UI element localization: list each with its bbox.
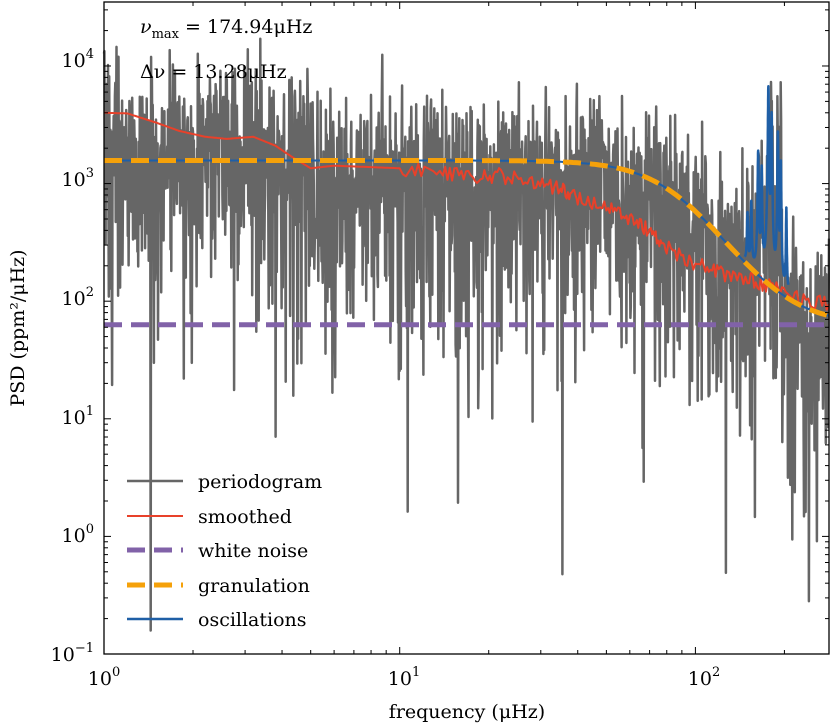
granulation-line (104, 158, 830, 319)
y-tick-base: 10 (51, 644, 75, 666)
x-tick-exponent: 1 (412, 665, 420, 680)
y-tick-label-100: 102 (62, 285, 94, 310)
annotations: νmax = 174.94μHz Δν = 13.28μHz (140, 16, 312, 83)
numax-symbol: ν (140, 16, 152, 38)
y-tick-labels: 10−1 100 101 102 103 104 (51, 47, 94, 666)
y-tick-label-10: 101 (62, 404, 94, 429)
legend: periodogram smoothed white noise granula… (127, 471, 322, 631)
periodogram-line (102, 37, 830, 632)
y-tick-base: 10 (62, 407, 86, 429)
numax-value: = 174.94μHz (179, 16, 312, 38)
y-tick-base: 10 (62, 525, 86, 547)
smoothed-line (104, 111, 830, 311)
x-tick-base: 10 (388, 668, 412, 690)
y-axis-label: PSD (ppm²/μHz) (7, 249, 29, 406)
legend-label-periodogram: periodogram (198, 471, 322, 493)
y-tick-label-0.1: 10−1 (51, 641, 94, 666)
y-tick-label-1: 100 (62, 522, 94, 547)
x-tick-base: 10 (88, 668, 112, 690)
y-tick-exponent: 3 (86, 166, 94, 181)
y-tick-label-1000: 103 (62, 166, 94, 191)
y-tick-label-10000: 104 (62, 47, 94, 72)
x-tick-exponent: 2 (712, 665, 720, 680)
y-tick-base: 10 (62, 50, 86, 72)
x-tick-label-1: 100 (88, 665, 120, 690)
oscillations-line (743, 85, 790, 286)
y-tick-exponent: 1 (86, 404, 94, 419)
deltanu-value: = 13.28μHz (165, 61, 286, 83)
numax-subscript: max (152, 27, 180, 42)
x-tick-exponent: 0 (112, 665, 120, 680)
x-tick-label-10: 101 (388, 665, 420, 690)
y-tick-exponent: 0 (86, 522, 94, 537)
series-layer (102, 37, 830, 632)
tick-layer (103, 2, 829, 655)
x-tick-labels: 100 101 102 (88, 665, 720, 690)
numax-annotation: νmax = 174.94μHz (140, 16, 312, 42)
y-tick-base: 10 (62, 169, 86, 191)
x-axis-label: frequency (μHz) (389, 701, 545, 723)
deltanu-annotation: Δν = 13.28μHz (140, 61, 287, 83)
legend-label-smoothed: smoothed (198, 506, 292, 528)
deltanu-symbol: Δν (140, 61, 165, 83)
legend-label-oscillations: oscillations (198, 609, 307, 631)
x-tick-base: 10 (688, 668, 712, 690)
legend-label-granulation: granulation (198, 575, 310, 597)
y-tick-exponent: 4 (86, 47, 94, 62)
plot-frame (103, 1, 830, 655)
y-tick-exponent: −1 (75, 641, 94, 656)
legend-label-white-noise: white noise (198, 540, 308, 562)
y-tick-exponent: 2 (86, 285, 94, 300)
x-tick-label-100: 102 (688, 665, 720, 690)
y-tick-base: 10 (62, 288, 86, 310)
